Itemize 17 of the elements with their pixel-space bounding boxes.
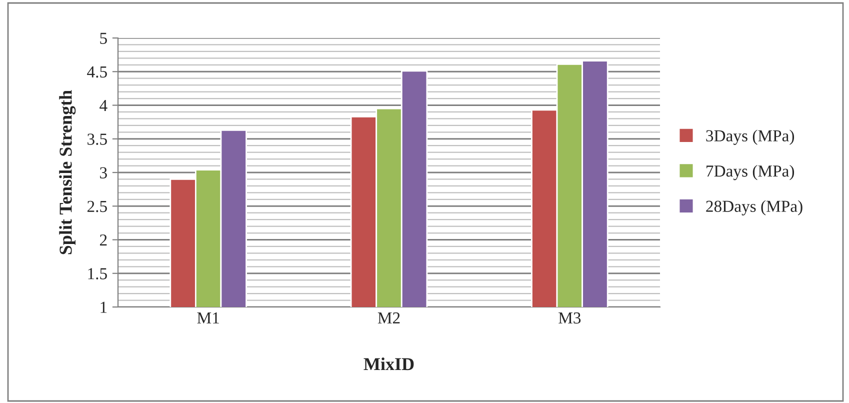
y-tick-label: 4 <box>100 100 108 112</box>
x-tick-label: M1 <box>197 312 219 324</box>
legend-label: 3Days (MPa) <box>706 130 794 145</box>
y-tick-label: 1 <box>100 302 107 313</box>
y-tick-label: 1.5 <box>88 268 107 280</box>
x-tick-label: M3 <box>558 312 581 324</box>
y-tick-label: 3.5 <box>88 134 107 145</box>
y-tick-label: 3 <box>100 167 107 178</box>
y-tick-label: 2 <box>100 234 107 246</box>
y-tick-label: 5 <box>100 32 107 44</box>
y-axis-title: Split Tensile Strength <box>59 90 76 254</box>
y-tick-label: 2.5 <box>87 200 107 212</box>
legend-label: 28Days (MPa) <box>706 200 802 216</box>
y-tick-label: 4.5 <box>87 66 107 78</box>
x-tick-label: M2 <box>378 312 400 324</box>
x-axis-title: MixID <box>364 358 414 370</box>
legend-label: 7Days (MPa) <box>706 164 794 180</box>
